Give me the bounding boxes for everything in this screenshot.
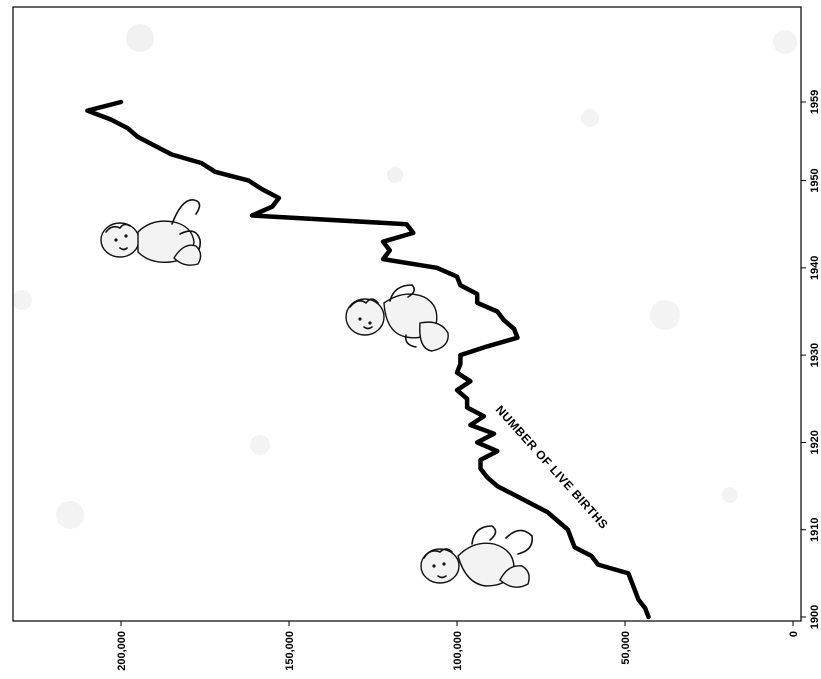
baby-illustration-2 (345, 284, 449, 352)
baby-illustration-1 (100, 199, 202, 266)
x-tick-label-6: 1959 (809, 90, 821, 114)
series-label: NUMBER OF LIVE BIRTHS (493, 403, 611, 532)
x-tick-label-3: 1930 (809, 343, 821, 367)
y-tick-label-0: 0 (788, 631, 800, 637)
y-tick-label-1: 50,000 (620, 631, 632, 665)
y-tick-label-3: 150,000 (284, 631, 296, 671)
live-births-line (85, 99, 651, 620)
y-tick-label-2: 100,000 (452, 631, 464, 671)
x-tick-label-1: 1910 (809, 517, 821, 541)
paper-texture (12, 24, 797, 529)
y-axis: 0 50,000 100,000 150,000 200,000 (116, 621, 800, 671)
plot-frame (12, 6, 802, 622)
baby-illustration-3 (420, 525, 534, 588)
x-tick-label-2: 1920 (809, 430, 821, 454)
x-tick-label-0: 1900 (809, 605, 821, 629)
x-tick-label-5: 1950 (809, 168, 821, 192)
y-tick-label-4: 200,000 (116, 631, 128, 671)
x-tick-label-4: 1940 (809, 256, 821, 280)
x-axis: 1900 1910 1920 1930 1940 1950 1959 (801, 90, 821, 629)
